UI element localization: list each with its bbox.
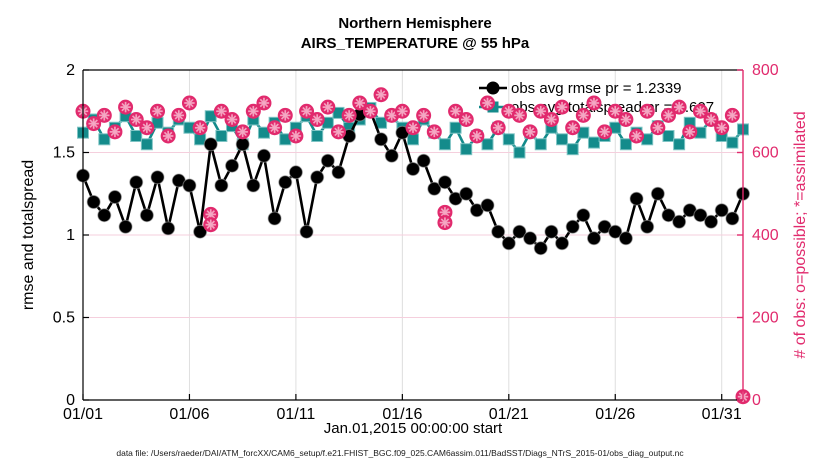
x-tick-label: 01/26 [595,406,635,423]
axes: 01/01 01/06 01/11 01/16 01/21 01/26 01/31 0 0.5 1… [53,62,779,423]
chart-title: Northern Hemisphere AIRS_TEMPERATURE @ 5… [0,14,830,54]
x-tick-label: 01/21 [489,406,529,423]
legend-rmse-label: obs avg rmse pr = 1.2339 [511,80,682,97]
x-tick-label: 01/06 [169,406,209,423]
x-tick-label: 01/11 [276,406,315,423]
left-y-tick-label: 0.5 [53,310,75,327]
right-y-tick-label: 400 [752,227,779,244]
rmse-series [76,104,750,256]
chart-title-line1: Northern Hemisphere [338,15,492,32]
left-y-tick-label: 1.5 [53,145,75,162]
left-y-tick-label: 1 [66,227,75,244]
x-tick-label: 01/16 [382,406,422,423]
left-y-tick-label: 0 [66,392,75,409]
left-y-tick-label: 2 [66,62,75,79]
x-tick-label: 01/01 [63,406,103,423]
chart-title-line2: AIRS_TEMPERATURE @ 55 hPa [300,35,530,52]
right-y-tick-label: 600 [752,145,779,162]
right-y-tick-label: 800 [752,62,779,79]
right-y-tick-label: 200 [752,310,779,327]
data-file-path: data file: /Users/raeder/DAI/ATM_forcXX/… [116,448,684,458]
right-y-tick-label: 0 [752,392,761,409]
x-axis-label: Jan.01,2015 00:00:00 start [323,420,503,437]
x-tick-label: 01/31 [702,406,742,423]
obs-count-markers [75,87,751,405]
